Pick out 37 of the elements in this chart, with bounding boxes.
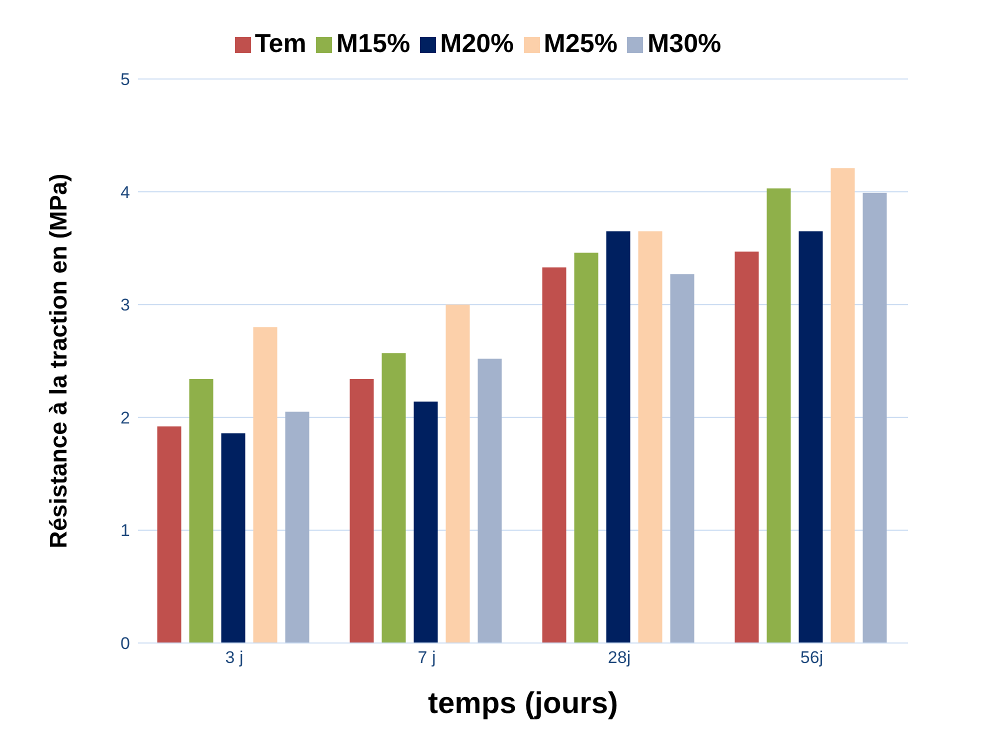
y-tick-label: 0 (120, 634, 130, 654)
bar (574, 252, 598, 643)
legend-label: M15% (336, 28, 410, 58)
y-tick-label: 4 (120, 182, 130, 202)
bar (478, 358, 502, 643)
bar (285, 412, 310, 643)
bar (189, 379, 214, 643)
x-tick-label: 28j (608, 648, 631, 668)
bar (157, 426, 182, 643)
x-tick-label: 3 j (225, 648, 244, 668)
x-tick-label: 56j (800, 648, 824, 668)
bar (830, 168, 855, 643)
bar (606, 231, 630, 643)
x-tick-label: 7 j (418, 648, 436, 668)
legend-label: M30% (647, 28, 722, 58)
bar (350, 379, 374, 643)
y-tick-label: 5 (120, 70, 130, 90)
y-tick-label: 1 (120, 521, 130, 540)
x-axis-title: temps (jours) (428, 687, 618, 720)
legend-label: Tem (254, 28, 306, 58)
legend-label: M20% (440, 28, 514, 58)
bar (766, 188, 791, 643)
y-axis-title: Résistance à la traction en (MPa) (46, 174, 73, 548)
bar (221, 433, 246, 643)
bar (734, 252, 759, 643)
y-tick-label: 3 (120, 296, 130, 315)
bar (446, 304, 470, 643)
bar (670, 274, 694, 643)
legend-label: M25% (544, 28, 618, 58)
bar (542, 267, 566, 643)
bar (862, 192, 887, 643)
bar (253, 327, 278, 643)
bar (798, 231, 823, 643)
y-tick-label: 2 (120, 408, 130, 428)
bar (638, 231, 662, 643)
bar (414, 402, 438, 643)
bar (382, 353, 406, 643)
